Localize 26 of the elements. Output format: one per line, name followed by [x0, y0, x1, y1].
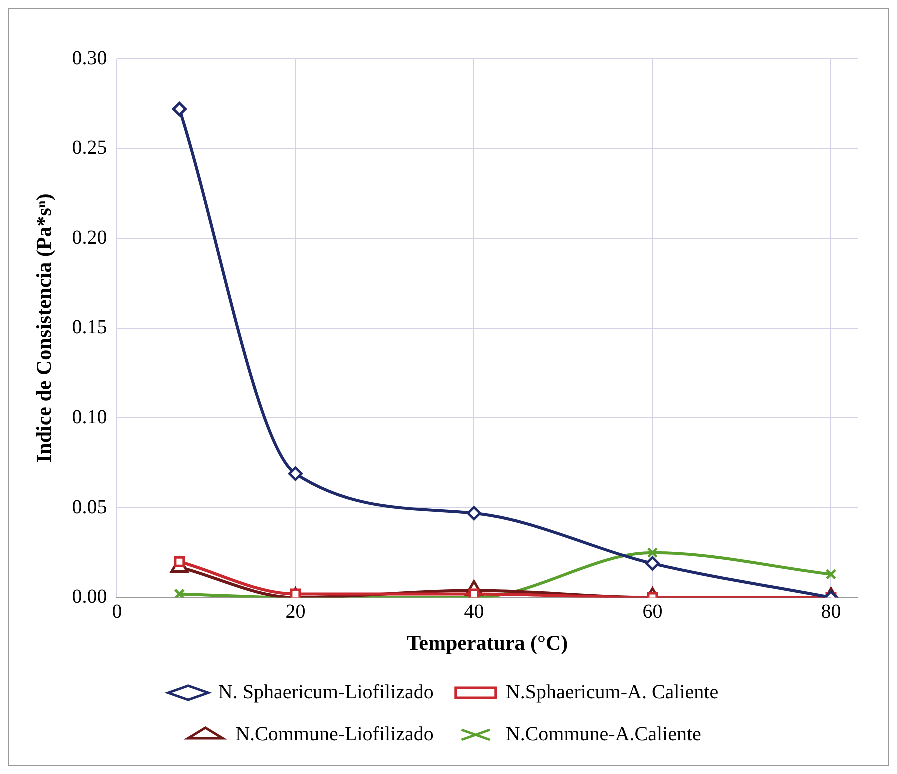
point — [172, 102, 187, 117]
y-tick-label: 0.05 — [72, 496, 108, 518]
y-tick-label: 0.15 — [72, 316, 108, 339]
point — [647, 547, 658, 558]
legend-label: N.Commune-A.Caliente — [506, 723, 702, 746]
x-tick-label: 80 — [821, 601, 842, 624]
y-tick-label: 0.25 — [72, 137, 108, 160]
legend-label: N. Sphaericum-Liofilizado — [218, 681, 434, 704]
legend-label: N.Commune-Liofilizado — [236, 723, 434, 746]
point — [645, 556, 660, 571]
legend-label: N.Sphaericum-A. Caliente — [506, 681, 719, 704]
x-tick-label: 60 — [642, 601, 663, 624]
y-tick-label: 0.00 — [72, 586, 108, 608]
point — [466, 506, 482, 521]
point — [826, 568, 837, 580]
point — [290, 588, 302, 598]
x-tick-label: 40 — [464, 601, 484, 624]
y-tick-label: 0.20 — [72, 226, 108, 249]
point — [288, 466, 303, 482]
y-tick-label: 0.30 — [72, 47, 108, 70]
y-tick-label: 0.10 — [72, 406, 108, 428]
x-tick-label: 0 — [112, 601, 122, 624]
x-tick-label: 20 — [286, 601, 306, 624]
x-axis-title: Temperatura (°C) — [407, 630, 568, 655]
y-axis-title: Indice de Consistencia (Pa*sⁿ) — [32, 194, 56, 464]
point — [174, 588, 186, 598]
